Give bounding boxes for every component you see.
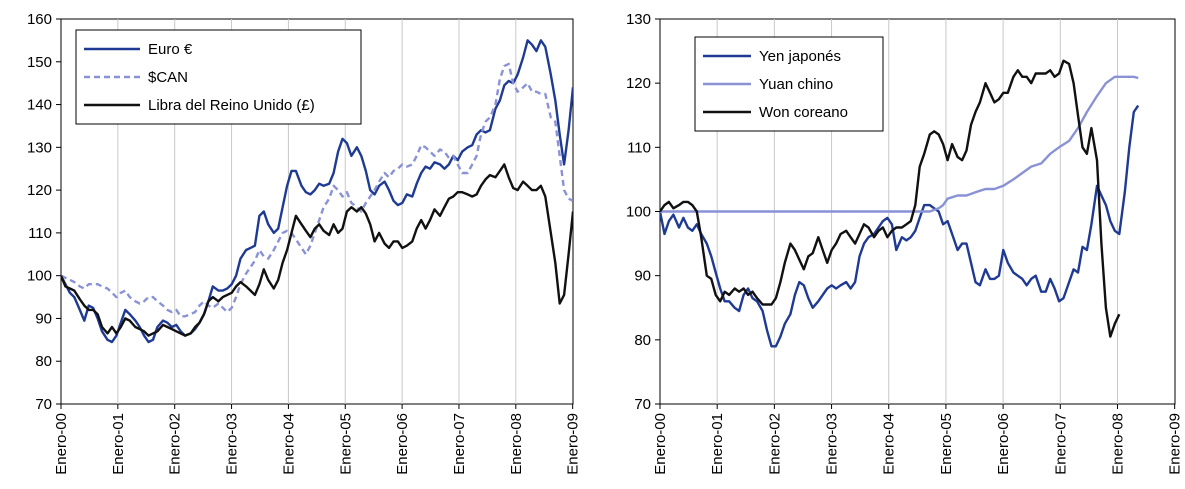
right-x-tick-label: Enero-00: [652, 413, 669, 475]
right-y-tick-label: 80: [634, 332, 651, 349]
left-y-tick-label: 150: [27, 54, 52, 71]
left-series-line-2: [61, 163, 573, 337]
right-x-tick-label: Enero-08: [1109, 413, 1126, 475]
left-x-tick-label: Enero-00: [53, 413, 70, 475]
right-series-line-1: [660, 75, 1139, 213]
left-x-tick-label: Enero-02: [167, 413, 184, 475]
left-y-tick-label: 130: [27, 139, 52, 156]
left-x-tick-label: Enero-09: [565, 413, 582, 475]
left-y-tick-label: 140: [27, 97, 52, 114]
left-legend-label: Euro €: [148, 41, 193, 58]
right-x-tick-label: Enero-02: [766, 413, 783, 475]
left-legend: Euro € $CAN Libra del Reino Unido (£): [75, 29, 362, 125]
chart-right: Enero-00 Enero-01 Enero-02 Enero-03 Enero-04…: [626, 11, 1184, 475]
left-legend-box: [75, 29, 362, 125]
left-x-tick-label: Enero-08: [508, 413, 525, 475]
left-x-tick-label: Enero-01: [110, 413, 127, 475]
left-y-tick-label: 80: [35, 353, 52, 370]
right-y-tick-label: 120: [626, 75, 651, 92]
right-y-tick-label: 100: [626, 204, 651, 221]
right-x-tick-label: Enero-07: [1052, 413, 1069, 475]
left-series-line-0: [61, 39, 573, 344]
right-legend-label: Yuan chino: [759, 76, 833, 93]
right-y-tick-label: 130: [626, 11, 651, 28]
right-y-tick-label: 70: [634, 396, 651, 413]
left-legend-label: $CAN: [148, 69, 188, 86]
right-legend-label: Won coreano: [759, 104, 848, 121]
right-x-tick-label: Enero-03: [824, 413, 841, 475]
left-x-tick-label: Enero-03: [224, 413, 241, 475]
left-y-tick-label: 90: [35, 310, 52, 327]
chart-left: Enero-00 Enero-01 Enero-02 Enero-03 Enero-04…: [27, 11, 582, 475]
left-x-tick-label: Enero-07: [451, 413, 468, 475]
right-series-line-2: [660, 59, 1121, 338]
right-y-tick-label: 90: [634, 268, 651, 285]
left-legend-label: Libra del Reino Unido (£): [148, 97, 315, 114]
right-legend-label: Yen japonés: [759, 48, 841, 65]
left-series-line-1: [61, 62, 573, 318]
right-x-tick-label: Enero-05: [938, 413, 955, 475]
right-x-tick-label: Enero-04: [881, 413, 898, 475]
right-x-tick-label: Enero-06: [995, 413, 1012, 475]
left-y-tick-label: 160: [27, 11, 52, 28]
right-x-tick-label: Enero-09: [1167, 413, 1184, 475]
right-y-tick-label: 110: [627, 139, 651, 156]
left-y-tick-label: 120: [27, 182, 52, 199]
left-x-tick-label: Enero-06: [394, 413, 411, 475]
right-legend: Yen japonés Yuan chino Won coreano: [694, 36, 884, 132]
left-y-tick-label: 70: [35, 396, 52, 413]
left-x-tick-label: Enero-04: [280, 413, 297, 475]
left-y-tick-label: 100: [27, 268, 52, 285]
right-x-tick-label: Enero-01: [709, 413, 726, 475]
left-x-tick-label: Enero-05: [337, 413, 354, 475]
right-series-line-0: [660, 104, 1140, 348]
left-y-tick-label: 110: [28, 225, 52, 242]
